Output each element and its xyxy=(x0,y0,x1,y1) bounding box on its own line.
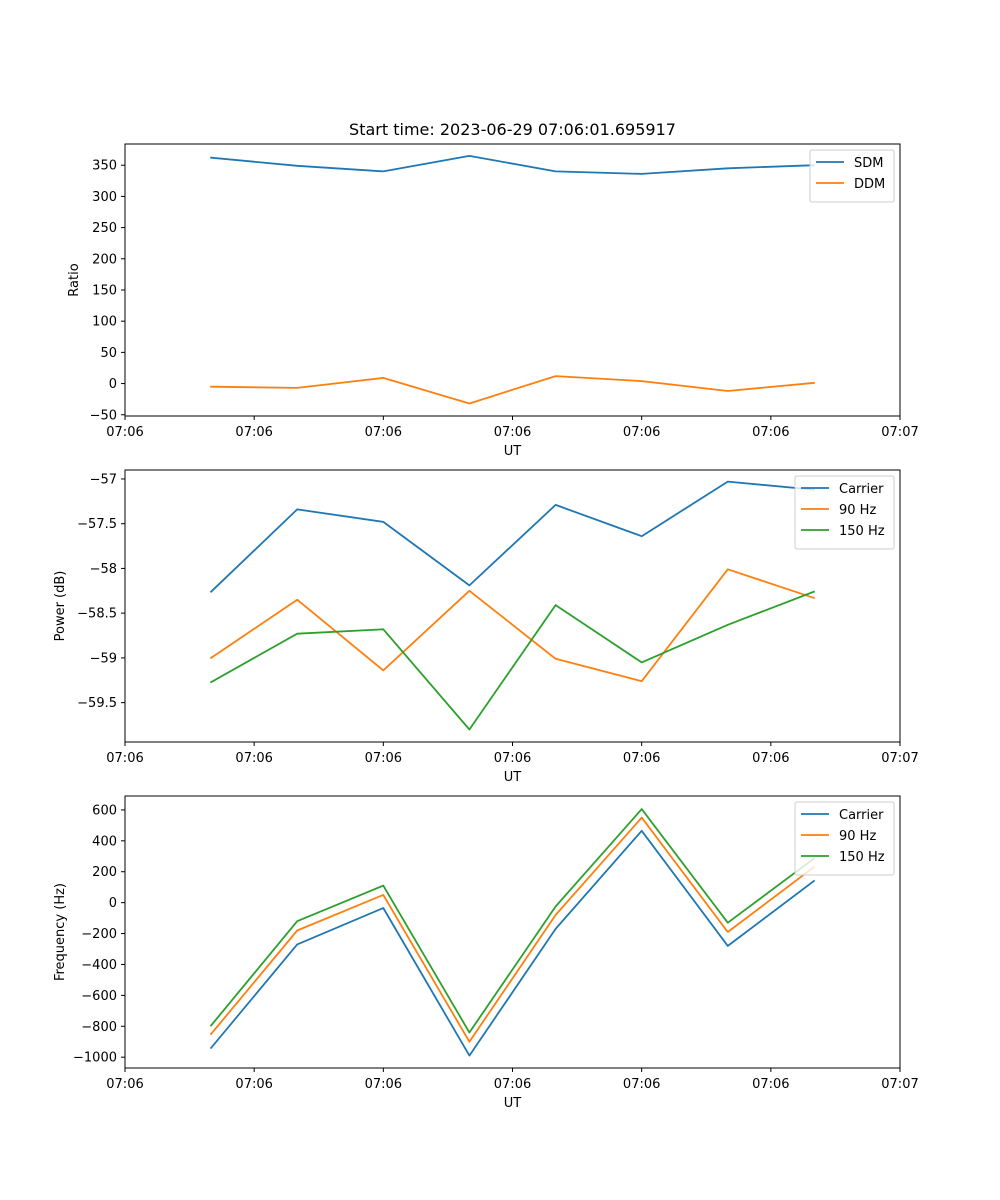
y-tick-label: 100 xyxy=(92,315,117,330)
legend: SDM DDM xyxy=(809,149,895,203)
legend-label: SDM xyxy=(854,156,883,171)
legend-label: DDM xyxy=(854,177,885,192)
chart-title: Start time: 2023-06-29 07:06:01.695917 xyxy=(349,120,676,139)
y-axis-label: Ratio xyxy=(67,263,82,296)
chart-panel-1: 07:06 07:06 07:06 07:06 07:06 07:06 07:07 −50 0 5… xyxy=(67,120,919,459)
y-tick-label: 200 xyxy=(92,252,117,267)
series-line-2-1 xyxy=(209,480,815,593)
y-tick-label: −58.5 xyxy=(77,607,117,622)
y-tick-label: −800 xyxy=(81,1020,117,1035)
x-tick-label: 07:06 xyxy=(106,1077,143,1092)
y-tick-label: 0 xyxy=(109,377,117,392)
series-line-2-3 xyxy=(209,590,816,731)
y-axis-label: Power (dB) xyxy=(53,571,68,642)
y-tick-label: 600 xyxy=(92,803,117,818)
x-tick-label: 07:06 xyxy=(106,425,143,440)
x-axis-label: UT xyxy=(504,770,522,785)
series-line-3-1 xyxy=(209,829,816,1057)
y-tick-label: −57 xyxy=(90,472,117,487)
y-tick-label: −600 xyxy=(81,989,117,1004)
legend-label: 90 Hz xyxy=(839,829,876,844)
y-tick-label: −58 xyxy=(90,562,117,577)
legend-label: Carrier xyxy=(839,482,884,497)
x-tick-label: 07:06 xyxy=(494,751,531,766)
legend-label: 150 Hz xyxy=(839,850,885,865)
x-axis-label: UT xyxy=(504,1096,522,1111)
y-tick-label: 400 xyxy=(92,834,117,849)
x-tick-label: 07:06 xyxy=(494,1077,531,1092)
series-line-3-2 xyxy=(209,816,816,1043)
y-tick-label: 0 xyxy=(109,896,117,911)
series-line-2-2 xyxy=(209,568,816,683)
y-tick-label: −59 xyxy=(90,651,117,666)
x-tick-label: 07:06 xyxy=(623,1077,660,1092)
series-line-3-3 xyxy=(209,808,816,1034)
y-axis-label: Frequency (Hz) xyxy=(53,883,68,981)
series-line-1-2 xyxy=(210,375,815,405)
x-tick-label: 07:06 xyxy=(752,425,789,440)
y-tick-label: 150 xyxy=(92,283,117,298)
y-tick-label: −200 xyxy=(81,927,117,942)
legend-label: Carrier xyxy=(839,808,884,823)
x-tick-label: 07:06 xyxy=(235,1077,272,1092)
legend-label: 90 Hz xyxy=(839,503,876,518)
y-tick-label: 50 xyxy=(100,346,117,361)
legend-box xyxy=(809,149,895,203)
y-tick-label: 200 xyxy=(92,865,117,880)
legend: Carrier 90 Hz 150 Hz xyxy=(794,475,895,550)
y-tick-label: −50 xyxy=(90,408,117,423)
x-tick-label: 07:06 xyxy=(365,425,402,440)
y-tick-label: −400 xyxy=(81,958,117,973)
y-tick-label: 300 xyxy=(92,190,117,205)
x-tick-label: 07:06 xyxy=(752,751,789,766)
x-tick-label: 07:06 xyxy=(623,425,660,440)
series-line-1-1 xyxy=(210,154,815,175)
legend: Carrier 90 Hz 150 Hz xyxy=(794,801,895,876)
y-tick-label: 250 xyxy=(92,221,117,236)
x-tick-label: 07:07 xyxy=(881,425,918,440)
x-tick-label: 07:06 xyxy=(106,751,143,766)
x-tick-label: 07:06 xyxy=(365,751,402,766)
y-tick-label: 350 xyxy=(92,159,117,174)
x-tick-label: 07:06 xyxy=(235,425,272,440)
x-tick-label: 07:07 xyxy=(881,1077,918,1092)
chart-panel-2: 07:06 07:06 07:06 07:06 07:06 07:06 07:07 −59.5… xyxy=(53,469,919,785)
y-tick-label: −59.5 xyxy=(77,696,117,711)
legend-label: 150 Hz xyxy=(839,524,885,539)
chart-panel-3: 07:06 07:06 07:06 07:06 07:06 07:06 07:07 −1000… xyxy=(53,795,919,1111)
x-tick-label: 07:07 xyxy=(881,751,918,766)
y-tick-label: −1000 xyxy=(73,1051,117,1066)
x-axis-label: UT xyxy=(504,444,522,459)
x-tick-label: 07:06 xyxy=(752,1077,789,1092)
x-tick-label: 07:06 xyxy=(235,751,272,766)
x-tick-label: 07:06 xyxy=(623,751,660,766)
x-tick-label: 07:06 xyxy=(494,425,531,440)
x-tick-label: 07:06 xyxy=(365,1077,402,1092)
y-tick-label: −57.5 xyxy=(77,517,117,532)
